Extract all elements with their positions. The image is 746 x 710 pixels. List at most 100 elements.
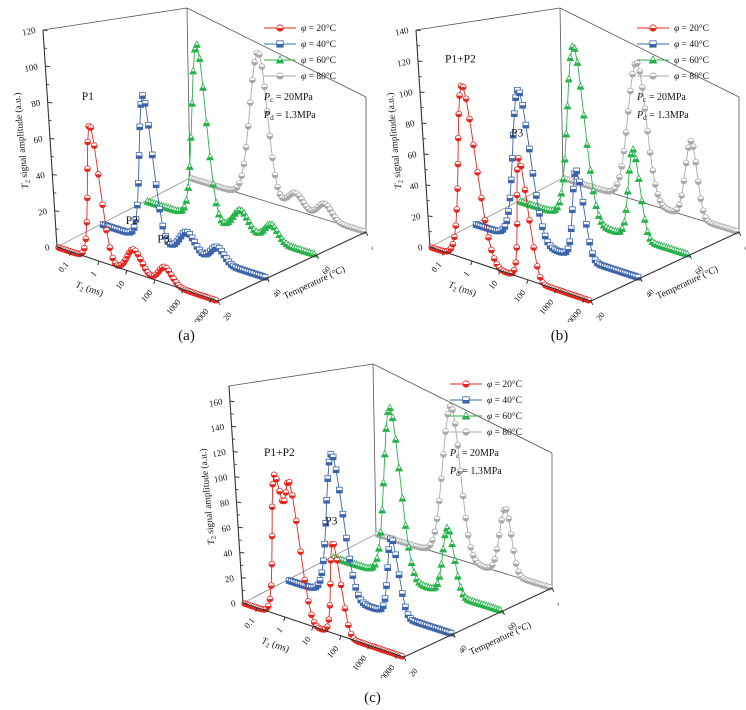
y-tick-label: 100 (398, 87, 414, 100)
x-tick-label: 0.1 (242, 616, 256, 631)
y-tick-label: 40 (409, 180, 420, 192)
x-tick-label: 1000 (537, 297, 556, 316)
series-20c (55, 122, 220, 304)
y-tick-label: 100 (23, 61, 39, 74)
y-axis-title: T2 signal amplitude (a.u.) (12, 92, 33, 189)
y-tick-label: 20 (224, 573, 235, 585)
z-axis-title: Temperature (°C) (282, 264, 347, 302)
z-axis-title: Temperature (°C) (655, 264, 720, 302)
y-axis-title: T2 signal amplitude (a.u.) (198, 448, 219, 545)
y-tick-label: 80 (30, 97, 41, 109)
z-tick-label: 60 (693, 265, 705, 277)
y-axis: 0 20 40 60 80 100 120 140 160 T2 signal amplitude… (198, 396, 248, 609)
y-tick-label: 120 (396, 56, 412, 69)
z-tick-label: 80 (369, 242, 373, 254)
x-tick-label: 1000 (164, 297, 183, 316)
z-tick-label: 80 (742, 242, 746, 254)
x-tick-label: 10 (486, 278, 499, 291)
annotation-p1: P1 (82, 91, 94, 103)
x-tick-label: 100 (325, 644, 341, 660)
panel-a: 0 20 40 60 80 100 120 T2 signal amplitude (a.u.… (0, 0, 373, 345)
z-tick-label: 40 (271, 288, 283, 300)
series-60c (516, 42, 692, 258)
legend-label: φ = 20°C (487, 379, 522, 390)
annotation-p1+p2: P1+P2 (445, 54, 476, 66)
legend-label: φ = 40°C (487, 395, 522, 406)
x-axis-title: T2 (ms) (74, 279, 105, 300)
annotation-p2: P2 (126, 215, 138, 227)
annotations: P1+P2 P3 (264, 447, 338, 527)
y-tick-label: 160 (208, 396, 224, 409)
condition-label: Pd = 1.3MPa (263, 110, 316, 122)
y-tick-label: 80 (405, 118, 416, 130)
y-tick-label: 40 (35, 170, 46, 182)
legend-label: φ = 60°C (674, 55, 709, 66)
x-tick-label: 10000 (562, 307, 583, 322)
x-tick-label: 1 (274, 625, 284, 635)
z-tick-label: 20 (594, 311, 606, 322)
z-tick-label: 40 (457, 644, 469, 656)
annotation-p3: P3 (157, 233, 169, 245)
caption-a: (a) (178, 328, 195, 344)
x-tick-label: 10000 (375, 663, 396, 678)
condition-label: Pd = 1.3MPa (449, 466, 502, 478)
y-tick-label: 60 (33, 134, 44, 146)
x-tick-label: 100 (512, 288, 528, 304)
y-tick-label: 20 (411, 211, 422, 223)
x-tick-label: 0.1 (56, 260, 70, 275)
condition-label: Pd = 1.3MPa (636, 110, 689, 122)
series-40c (285, 450, 455, 637)
y-axis: 0 20 40 60 80 100 120 140 T2 signal amplitude (a… (385, 25, 435, 253)
annotation-p3: P3 (511, 128, 523, 140)
x-tick-label: 1 (88, 269, 98, 279)
y-axis-title: T2 signal amplitude (a.u.) (385, 92, 406, 189)
y-tick-label: 0 (44, 242, 51, 253)
y-tick-label: 140 (210, 421, 226, 434)
y-tick-label: 60 (221, 522, 232, 534)
legend-label: φ = 60°C (487, 411, 522, 422)
x-axis: 0.1 1 10 100 1000 10000 T2 (ms) (242, 607, 398, 678)
z-tick-label: 20 (407, 667, 419, 678)
legend-label: φ = 40°C (301, 39, 336, 50)
z-tick-label: 60 (320, 265, 332, 277)
x-tick-label: 10 (299, 634, 312, 647)
axes (42, 29, 367, 302)
legend: φ = 20°C φ = 40°C φ = 60°C φ = 80°C Pc = 20M… (263, 23, 336, 122)
x-tick-label: 1 (461, 269, 471, 279)
caption-c: (c) (364, 690, 381, 706)
series-40c (99, 92, 269, 281)
legend: φ = 20°C φ = 40°C φ = 60°C φ = 80°C Pc = 20M… (449, 379, 522, 478)
y-tick-label: 20 (37, 206, 48, 218)
z-tick-label: 20 (221, 311, 233, 322)
legend: φ = 20°C φ = 40°C φ = 60°C φ = 80°C Pc = 20M… (636, 23, 709, 122)
y-tick-label: 0 (230, 598, 237, 609)
condition-label: Pc = 20MPa (263, 92, 313, 104)
x-tick-label: 0.1 (429, 260, 443, 275)
condition-label: Pc = 20MPa (636, 92, 686, 104)
panel-b: 0 20 40 60 80 100 120 140 T2 signal amplitude (a… (373, 0, 746, 345)
axes (228, 385, 553, 658)
legend-label: φ = 60°C (301, 55, 336, 66)
legend-label: φ = 40°C (674, 39, 709, 50)
y-tick-label: 120 (21, 25, 37, 38)
z-tick-label: 80 (555, 598, 559, 610)
legend-label: φ = 20°C (674, 23, 709, 34)
y-tick-label: 40 (222, 548, 233, 560)
y-tick-label: 120 (211, 447, 227, 460)
x-axis-title: T2 (ms) (260, 635, 291, 656)
legend-label: φ = 80°C (301, 71, 336, 82)
panel-c: 0 20 40 60 80 100 120 140 160 T2 signal amplitude… (186, 356, 559, 707)
y-tick-label: 100 (213, 472, 229, 485)
series-60c (143, 40, 319, 258)
axes (415, 29, 740, 302)
x-axis: 0.1 1 10 100 1000 10000 T2 (ms) (429, 251, 585, 322)
x-tick-label: 10000 (189, 307, 210, 322)
caption-b: (b) (550, 328, 569, 344)
z-axis-title: Temperature (°C) (468, 620, 533, 658)
y-tick-label: 0 (417, 242, 424, 253)
series-80c (188, 49, 367, 235)
legend-label: φ = 80°C (674, 71, 709, 82)
y-tick-label: 80 (219, 497, 230, 509)
x-axis-title: T2 (ms) (447, 279, 478, 300)
